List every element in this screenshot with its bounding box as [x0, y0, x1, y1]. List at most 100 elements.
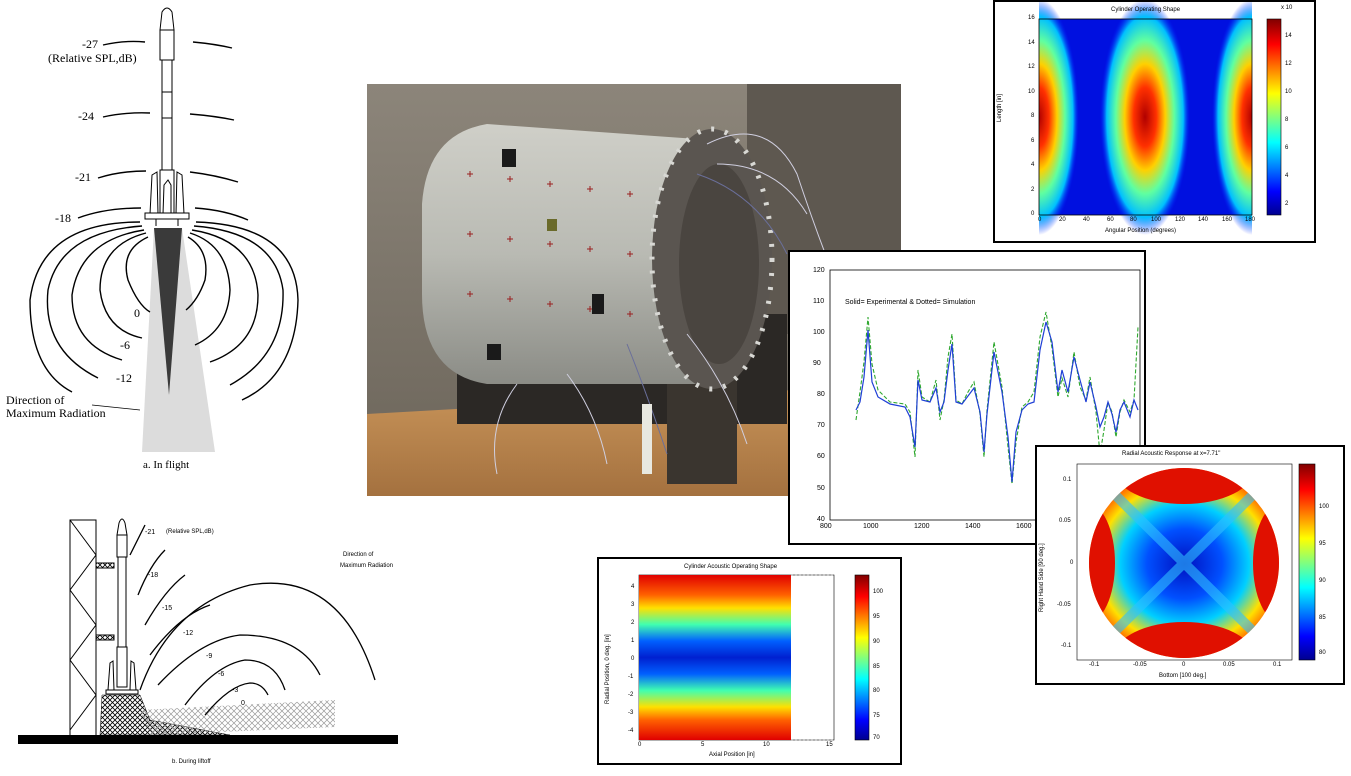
cos-ytick: 0 [1031, 211, 1035, 217]
cos-ytick: 4 [1031, 162, 1035, 168]
frf-xtick: 1400 [965, 523, 981, 530]
cos-ytick: 8 [1031, 113, 1035, 119]
aos-xtick: 0 [638, 742, 642, 748]
aos-xtick: 15 [826, 742, 833, 748]
radial-response-svg [1076, 463, 1316, 661]
aos-ytick: -4 [628, 728, 634, 734]
radial-ytick: -0.1 [1061, 643, 1072, 649]
frf-ytick: 100 [813, 329, 825, 336]
cos-ytick: 2 [1031, 187, 1035, 193]
radial-ylabel: Right Hand Side [90 deg.] [1039, 543, 1045, 612]
radial-ytick: 0.05 [1059, 518, 1071, 524]
aos-cbtick: 75 [873, 713, 880, 719]
radial-cbtick: 85 [1319, 615, 1326, 621]
aos-ytick: 2 [631, 620, 635, 626]
frf-ytick: 90 [813, 360, 821, 367]
cos-xtick: 160 [1222, 217, 1233, 223]
liftoff-caption: b. During liftoff [172, 759, 211, 765]
cos-xtick: 20 [1059, 217, 1066, 223]
frf-ytick: 110 [813, 298, 825, 305]
frf-ytick: 120 [813, 267, 825, 274]
frf-ytick: 80 [817, 391, 825, 398]
cylinder-operating-shape-svg [995, 0, 1314, 241]
aos-cbtick: 100 [873, 589, 884, 595]
radial-xtick: -0.05 [1133, 662, 1147, 668]
radial-xtick: 0.1 [1273, 662, 1282, 668]
liftoff-level-9: -9 [206, 653, 213, 660]
frf-ytick: 50 [817, 485, 825, 492]
acoustic-operating-shape-panel: Cylinder Acoustic Operating Shape Axial … [597, 557, 902, 765]
cos-ytick: 16 [1028, 15, 1035, 21]
cos-ytick: 10 [1028, 89, 1035, 95]
flight-level-18: -18 [55, 211, 71, 225]
aos-cbtick: 70 [873, 735, 880, 741]
cos-cbtick: 4 [1285, 173, 1289, 179]
liftoff-direction-line1: Direction of [343, 552, 374, 558]
cos-ytick: 14 [1028, 40, 1035, 46]
radial-title: Radial Acoustic Response at x=7.71" [1122, 451, 1221, 457]
cos-cbtick: 12 [1285, 61, 1292, 67]
aos-xtick: 10 [763, 742, 770, 748]
frf-xtick: 1000 [863, 523, 879, 530]
radial-cbtick: 95 [1319, 541, 1326, 547]
cos-ytick: 6 [1031, 138, 1035, 144]
cos-xtick: 120 [1175, 217, 1186, 223]
frf-ytick: 70 [817, 422, 825, 429]
liftoff-diagram: -21 (Relative SPL,dB) -18 -15 -12 -9 -6 … [0, 495, 420, 771]
cos-xlabel: Angular Position (degrees) [1105, 228, 1177, 234]
radial-cbtick: 90 [1319, 578, 1326, 584]
aos-ytick: 0 [631, 656, 635, 662]
liftoff-level-3: -3 [232, 687, 239, 694]
in-flight-diagram: -27 (Relative SPL,dB) -24 -21 -18 0 -6 -… [0, 0, 300, 480]
flight-level-24: -24 [78, 109, 94, 123]
flight-level-21: -21 [75, 170, 91, 184]
aos-xlabel: Axial Position [in] [709, 752, 755, 758]
aos-cbtick: 95 [873, 614, 880, 620]
radial-ytick: 0 [1070, 560, 1074, 566]
radial-xtick: 0.05 [1223, 662, 1235, 668]
liftoff-level-0: 0 [241, 700, 245, 707]
flight-level-0: 0 [134, 306, 140, 320]
experimental-line [855, 321, 1139, 483]
cos-ytick: 12 [1028, 64, 1035, 70]
liftoff-level-18: -18 [148, 572, 159, 579]
liftoff-level-6: -6 [218, 671, 225, 678]
cos-xtick: 100 [1151, 217, 1162, 223]
flight-level-27: -27 [82, 37, 98, 51]
aos-cbtick: 90 [873, 639, 880, 645]
cos-xtick: 60 [1107, 217, 1114, 223]
flight-direction-line1: Direction of [6, 393, 65, 407]
flight-caption: a. In flight [143, 459, 190, 471]
liftoff-level-21: -21 [145, 529, 156, 536]
flight-unit-label: (Relative SPL,dB) [48, 51, 137, 65]
cos-xtick: 40 [1083, 217, 1090, 223]
liftoff-unit-label: (Relative SPL,dB) [166, 529, 214, 535]
aos-ylabel: Radial Position, 0 deg. [in] [605, 634, 611, 704]
cos-xtick: 180 [1245, 217, 1256, 223]
aos-ytick: 1 [631, 638, 635, 644]
aos-title: Cylinder Acoustic Operating Shape [684, 564, 778, 570]
aos-ytick: -3 [628, 710, 634, 716]
flight-level-6: -6 [120, 338, 130, 352]
cos-xtick: 140 [1198, 217, 1209, 223]
radial-xtick: -0.1 [1089, 662, 1100, 668]
cos-cbtick: 2 [1285, 201, 1289, 207]
aos-ytick: 4 [631, 584, 635, 590]
cos-xtick: 80 [1130, 217, 1137, 223]
cos-cbtick: 6 [1285, 145, 1289, 151]
cos-colorbar-exponent: x 10 [1281, 5, 1293, 11]
radial-cbtick: 80 [1319, 650, 1326, 656]
radial-xlabel: Bottom [100 deg.] [1159, 673, 1207, 679]
aos-ytick: -1 [628, 674, 634, 680]
frf-legend-text: Solid= Experimental & Dotted= Simulation [845, 299, 976, 306]
flight-direction-line2: Maximum Radiation [6, 406, 106, 420]
frf-xtick: 1600 [1016, 523, 1032, 530]
cos-cbtick: 14 [1285, 33, 1292, 39]
cylinder-operating-shape-panel: Cylinder Operating Shape Angular Positio… [993, 0, 1316, 243]
liftoff-drawing [18, 518, 398, 744]
cos-xtick: 0 [1038, 217, 1042, 223]
radial-ytick: -0.05 [1057, 602, 1071, 608]
cos-cbtick: 10 [1285, 89, 1292, 95]
radial-xtick: 0 [1182, 662, 1186, 668]
radial-ytick: 0.1 [1063, 477, 1072, 483]
